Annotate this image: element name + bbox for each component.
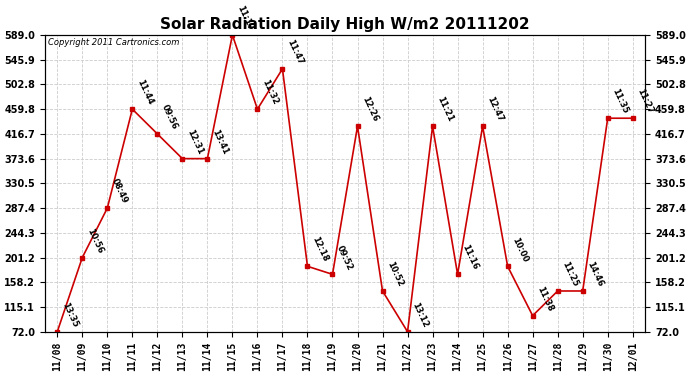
Text: 11:17: 11:17 [235, 4, 255, 32]
Text: 14:46: 14:46 [585, 260, 605, 288]
Text: 10:52: 10:52 [385, 260, 405, 288]
Text: 13:12: 13:12 [411, 301, 430, 329]
Text: 11:21: 11:21 [435, 95, 455, 123]
Text: 11:35: 11:35 [611, 87, 630, 116]
Text: Copyright 2011 Cartronics.com: Copyright 2011 Cartronics.com [48, 38, 179, 47]
Text: 09:56: 09:56 [160, 103, 179, 131]
Text: 10:56: 10:56 [85, 227, 104, 255]
Text: 13:35: 13:35 [60, 301, 79, 329]
Text: 10:00: 10:00 [511, 236, 530, 264]
Text: 12:47: 12:47 [485, 95, 505, 123]
Text: 12:18: 12:18 [310, 236, 330, 264]
Text: 12:26: 12:26 [360, 95, 380, 123]
Text: 13:41: 13:41 [210, 128, 230, 156]
Text: 09:52: 09:52 [335, 244, 355, 272]
Text: 11:47: 11:47 [285, 38, 305, 66]
Text: 11:38: 11:38 [535, 285, 555, 313]
Text: 11:25: 11:25 [560, 260, 580, 288]
Text: 12:31: 12:31 [185, 128, 205, 156]
Title: Solar Radiation Daily High W/m2 20111202: Solar Radiation Daily High W/m2 20111202 [160, 17, 530, 32]
Text: 08:49: 08:49 [110, 177, 130, 206]
Text: 11:44: 11:44 [135, 78, 155, 106]
Text: 11:32: 11:32 [260, 78, 279, 106]
Text: 11:16: 11:16 [460, 243, 480, 272]
Text: 11:27: 11:27 [635, 87, 655, 116]
